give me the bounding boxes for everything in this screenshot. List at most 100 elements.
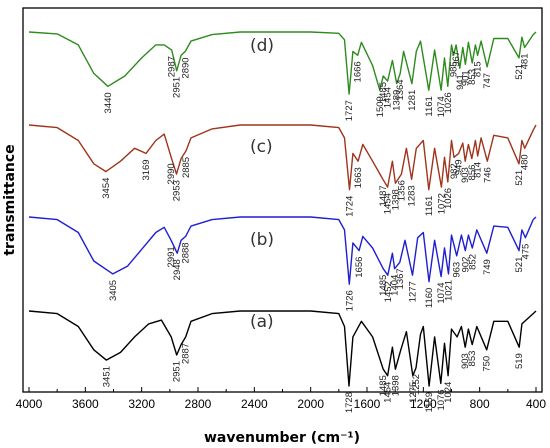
peak-label: 747 bbox=[482, 73, 493, 89]
x-tick-label: 2800 bbox=[185, 397, 212, 411]
x-tick-label: 1200 bbox=[410, 397, 437, 411]
series-line-d bbox=[28, 31, 537, 95]
peak-label: 853 bbox=[467, 69, 478, 85]
peak-label: 1485 bbox=[378, 82, 389, 103]
peak-label: 1727 bbox=[344, 100, 355, 121]
peak-label: 2888 bbox=[181, 242, 192, 263]
peak-label: 1726 bbox=[344, 290, 355, 311]
plot-frame bbox=[22, 7, 543, 393]
peak-label: 1509 bbox=[375, 96, 386, 117]
peak-label: 1364 bbox=[395, 79, 406, 100]
x-tick-label: 2400 bbox=[241, 397, 268, 411]
peak-label: 1666 bbox=[353, 61, 364, 82]
peak-label: 1161 bbox=[424, 96, 435, 116]
peak-label: 749 bbox=[482, 259, 493, 275]
y-axis-title: transmittance bbox=[2, 144, 18, 255]
peak-label: 475 bbox=[520, 244, 531, 260]
peak-label: 1452 bbox=[383, 281, 394, 302]
peak-label: 1728 bbox=[344, 392, 355, 413]
peak-label: 1454 bbox=[383, 382, 394, 403]
peak-label: 1281 bbox=[407, 90, 418, 111]
peak-label: 963 bbox=[452, 262, 463, 278]
peak-label: 3451 bbox=[101, 366, 112, 387]
peak-label: 903 bbox=[460, 167, 471, 183]
peak-label: 3454 bbox=[101, 178, 112, 199]
peak-label: 1656 bbox=[354, 257, 365, 278]
x-ticks-layer: 4000 3600 3200 2800 2400 2000 1600 1200 800 400 bbox=[16, 387, 546, 411]
peak-label: 1026 bbox=[443, 188, 454, 209]
peak-label: 750 bbox=[482, 356, 493, 372]
peak-label: 1076 bbox=[436, 389, 447, 410]
peak-label: 901 bbox=[460, 70, 471, 86]
panel-labels-layer: (d) (c) (b) (a) bbox=[250, 36, 274, 332]
peak-label: 3440 bbox=[103, 92, 114, 113]
peak-label: 1074 bbox=[436, 96, 447, 117]
peak-label: 2948 bbox=[172, 259, 183, 280]
peak-label: 967 bbox=[451, 51, 462, 67]
peak-label: 1021 bbox=[444, 280, 455, 301]
panel-label-a: (a) bbox=[250, 312, 274, 332]
peak-label: 1454 bbox=[383, 87, 394, 108]
peak-label: 1404 bbox=[390, 275, 401, 296]
peak-label: 521 bbox=[514, 257, 525, 273]
x-axis-title: wavenumber (cm⁻¹) bbox=[204, 430, 360, 446]
peak-label: 2890 bbox=[180, 57, 191, 78]
peak-label: 2953 bbox=[172, 180, 183, 201]
peak-label: 853 bbox=[467, 351, 478, 367]
peak-label: 2951 bbox=[172, 77, 183, 98]
peak-label: 1159 bbox=[424, 392, 435, 412]
x-tick-label: 3200 bbox=[128, 397, 155, 411]
peak-label: 985 bbox=[449, 61, 460, 77]
peak-label: 1485 bbox=[378, 375, 389, 396]
peak-label: 1398 bbox=[390, 189, 401, 210]
peak-label: 941 bbox=[455, 74, 466, 90]
series-line-c bbox=[28, 124, 537, 191]
peak-label: 814 bbox=[473, 162, 484, 178]
peak-label: 2951 bbox=[172, 361, 183, 382]
peak-label: 815 bbox=[473, 61, 484, 77]
peak-label: 1724 bbox=[345, 196, 356, 217]
peak-label: 3405 bbox=[108, 280, 119, 301]
peak-label: 1485 bbox=[378, 275, 389, 296]
peak-label: 903 bbox=[460, 353, 471, 369]
x-tick-label: 800 bbox=[470, 397, 490, 411]
series-line-b bbox=[28, 216, 537, 285]
panel-label-d: (d) bbox=[250, 36, 274, 56]
peak-label: 3169 bbox=[141, 159, 152, 180]
peak-label: 2885 bbox=[181, 157, 192, 178]
peak-label: 1024 bbox=[443, 382, 454, 403]
peak-label: 1160 bbox=[424, 288, 435, 308]
peak-label: 480 bbox=[520, 154, 531, 170]
peak-label: 1277 bbox=[408, 281, 419, 302]
panel-label-b: (b) bbox=[250, 230, 274, 250]
peak-label: 2991 bbox=[166, 246, 177, 267]
peak-label: 1367 bbox=[395, 268, 406, 289]
x-tick-label: 3600 bbox=[72, 397, 99, 411]
peak-label: 521 bbox=[514, 64, 525, 80]
peak-label: 1252 bbox=[411, 374, 422, 395]
peak-label: 1283 bbox=[407, 185, 418, 206]
x-tick-label: 400 bbox=[526, 397, 546, 411]
curves-layer bbox=[28, 31, 537, 387]
x-tick-label: 2000 bbox=[297, 397, 324, 411]
peak-label: 1026 bbox=[443, 92, 454, 113]
peak-label: 1389 bbox=[392, 90, 403, 111]
peak-label: 1161 bbox=[424, 196, 435, 216]
peak-label: 2990 bbox=[166, 163, 177, 184]
peak-label: 1275 bbox=[408, 382, 419, 403]
peak-label: 521 bbox=[514, 170, 525, 186]
peak-label: 1072 bbox=[436, 193, 447, 214]
panel-label-c: (c) bbox=[250, 137, 273, 157]
peak-label: 746 bbox=[482, 167, 493, 183]
series-line-a bbox=[28, 310, 537, 387]
peak-label: 1454 bbox=[383, 193, 394, 214]
peak-label: 1398 bbox=[390, 375, 401, 396]
peak-label: 2887 bbox=[181, 343, 192, 364]
peak-label: 856 bbox=[467, 165, 478, 181]
peak-labels-layer: 3440298729512890172716661509148514541389… bbox=[101, 51, 532, 413]
peak-label: 1487 bbox=[378, 185, 389, 206]
peak-label: 949 bbox=[454, 159, 465, 175]
peak-label: 481 bbox=[520, 54, 531, 70]
peak-label: 852 bbox=[467, 254, 478, 270]
x-tick-label: 4000 bbox=[16, 397, 43, 411]
